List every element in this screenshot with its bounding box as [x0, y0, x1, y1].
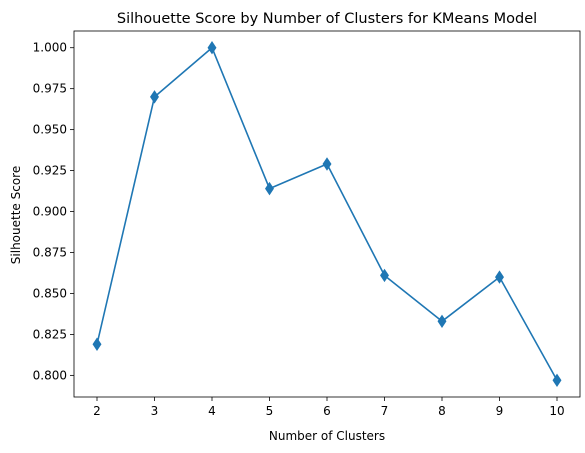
y-tick-label: 0.950: [33, 123, 67, 137]
data-point-marker: [437, 314, 447, 329]
data-point-marker: [322, 157, 332, 171]
x-tick-label: 7: [381, 404, 389, 418]
y-tick-label: 0.875: [33, 246, 67, 260]
data-point-marker: [552, 373, 562, 388]
y-tick-label: 0.850: [33, 286, 67, 300]
y-tick-label: 0.800: [33, 368, 67, 382]
y-axis-ticks: 0.800 0.825 0.850 0.875 0.900 0.925 0.950 0.975…: [33, 41, 74, 382]
data-point-marker: [380, 268, 389, 283]
x-tick-label: 2: [93, 404, 101, 418]
x-tick-label: 6: [323, 404, 331, 418]
chart-title: Silhouette Score by Number of Clusters f…: [117, 11, 537, 27]
x-axis-label: Number of Clusters: [269, 429, 385, 443]
data-point-marker: [495, 270, 504, 284]
series-line: [96, 46, 558, 381]
data-point-marker: [92, 337, 102, 351]
x-tick-label: 4: [208, 404, 216, 418]
x-tick-label: 8: [438, 404, 446, 418]
plot-frame: [73, 30, 581, 398]
x-tick-label: 5: [266, 404, 274, 418]
data-point-marker: [207, 40, 217, 55]
y-axis-label: Silhouette Score: [9, 166, 23, 264]
y-tick-label: 0.975: [33, 82, 67, 96]
y-tick-label: 1.000: [33, 41, 67, 55]
y-tick-label: 0.825: [33, 327, 67, 341]
y-tick-label: 0.900: [33, 205, 67, 219]
x-axis-ticks: 2 3 4 5 6 7 8 9 10: [93, 397, 565, 418]
x-tick-label: 9: [496, 404, 504, 418]
x-tick-label: 3: [151, 404, 159, 418]
data-point-marker: [150, 90, 159, 104]
x-tick-label: 10: [549, 404, 564, 418]
plot-area: [73, 30, 581, 398]
y-tick-label: 0.925: [33, 164, 67, 178]
data-point-marker: [265, 181, 274, 196]
